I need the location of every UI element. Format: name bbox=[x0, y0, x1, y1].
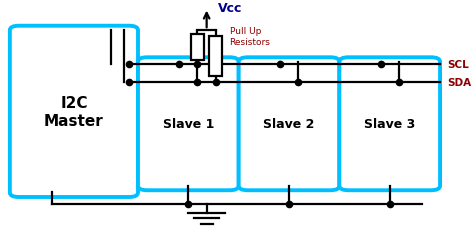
Text: Slave 3: Slave 3 bbox=[364, 118, 415, 131]
FancyBboxPatch shape bbox=[239, 58, 339, 190]
Text: Vcc: Vcc bbox=[218, 2, 243, 15]
Bar bbox=[210, 37, 222, 76]
Text: Slave 1: Slave 1 bbox=[163, 118, 214, 131]
Text: SCL: SCL bbox=[447, 60, 469, 70]
FancyBboxPatch shape bbox=[10, 27, 138, 197]
FancyBboxPatch shape bbox=[339, 58, 440, 190]
Text: Pull Up
Resistors: Pull Up Resistors bbox=[229, 27, 270, 46]
Text: I2C
Master: I2C Master bbox=[44, 96, 104, 128]
Bar bbox=[191, 35, 204, 61]
Text: Slave 2: Slave 2 bbox=[264, 118, 315, 131]
FancyBboxPatch shape bbox=[138, 58, 239, 190]
Text: SDA: SDA bbox=[447, 78, 471, 88]
